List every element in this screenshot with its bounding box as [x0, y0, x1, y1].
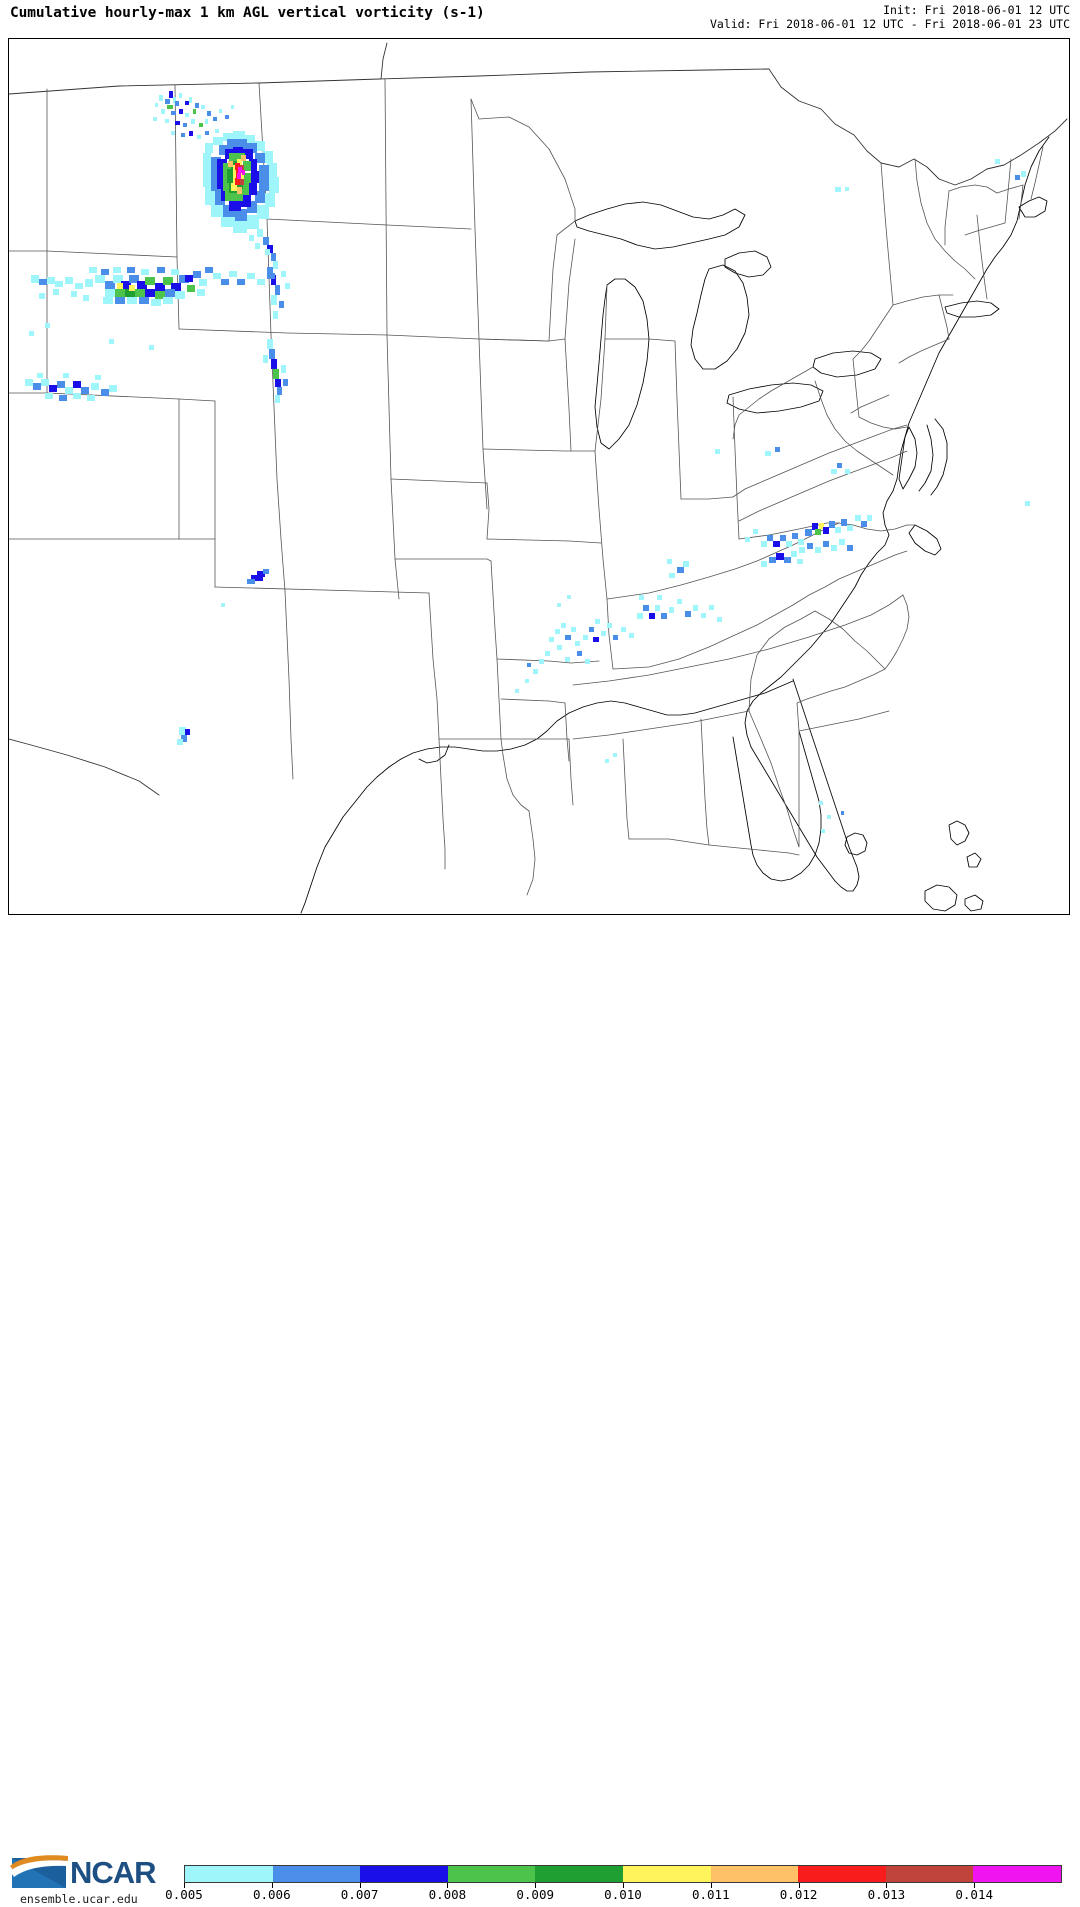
colorbar[interactable]: [184, 1865, 1062, 1883]
colorbar-tick-label: 0.011: [691, 1887, 730, 1902]
vorticity-cluster-nebraska: [249, 229, 290, 403]
colorbar-band: [885, 1866, 974, 1882]
colorbar-tick-label: 0.008: [428, 1887, 467, 1902]
vorticity-map: [9, 42, 1068, 914]
colorbar-tick-label: 0.013: [867, 1887, 906, 1902]
vorticity-cluster-midsouth: [533, 559, 722, 674]
vorticity-cluster-virginia: [745, 515, 872, 567]
page-title: Cumulative hourly-max 1 km AGL vertical …: [10, 5, 485, 21]
vorticity-isolated-cells: [515, 159, 1030, 833]
country-borders: [9, 42, 1068, 796]
vorticity-cluster-montana: [153, 91, 234, 139]
vorticity-scattered-plains: [29, 323, 269, 745]
vorticity-cluster-dakota-core: [203, 131, 279, 233]
colorbar-band: [710, 1866, 799, 1882]
coastline: [300, 136, 1050, 914]
valid-time-label: Valid: Fri 2018-06-01 12 UTC - Fri 2018-…: [709, 17, 1070, 31]
colorbar-band: [973, 1866, 1061, 1882]
vorticity-field: [25, 91, 1030, 833]
vorticity-cluster-colorado: [25, 373, 117, 401]
colorbar-band: [185, 1866, 273, 1882]
vorticity-cluster-wyoming-band: [31, 267, 275, 306]
colorbar-tick-label: 0.007: [340, 1887, 379, 1902]
init-time-label: Init: Fri 2018-06-01 12 UTC: [883, 3, 1070, 17]
colorbar-band: [447, 1866, 536, 1882]
colorbar-band: [272, 1866, 361, 1882]
ncar-wordmark: NCAR: [70, 1855, 157, 1890]
colorbar-tick-label: 0.005: [165, 1887, 203, 1902]
figure-header: Cumulative hourly-max 1 km AGL vertical …: [0, 0, 1080, 38]
colorbar-tick-label: 0.006: [252, 1887, 291, 1902]
colorbar-tick-label: 0.014: [955, 1887, 994, 1902]
colorbar-band: [535, 1866, 623, 1882]
colorbar-band: [622, 1866, 711, 1882]
colorbar-tick-labels: 0.005 0.006 0.007 0.008 0.009 0.010 0.011 0.012…: [0, 1887, 1080, 1907]
colorbar-legend: NCAR ensemble.ucar.edu 0.005 0.006 0.007 0.…: [0, 925, 1080, 1906]
great-lakes: [574, 201, 882, 450]
colorbar-band: [360, 1866, 448, 1882]
map-panel[interactable]: [8, 38, 1070, 915]
colorbar-tick-label: 0.009: [516, 1887, 555, 1902]
state-borders: [9, 78, 1044, 896]
colorbar-tick-label: 0.012: [779, 1887, 818, 1902]
colorbar-tick-label: 0.010: [604, 1887, 642, 1902]
colorbar-band: [798, 1866, 886, 1882]
